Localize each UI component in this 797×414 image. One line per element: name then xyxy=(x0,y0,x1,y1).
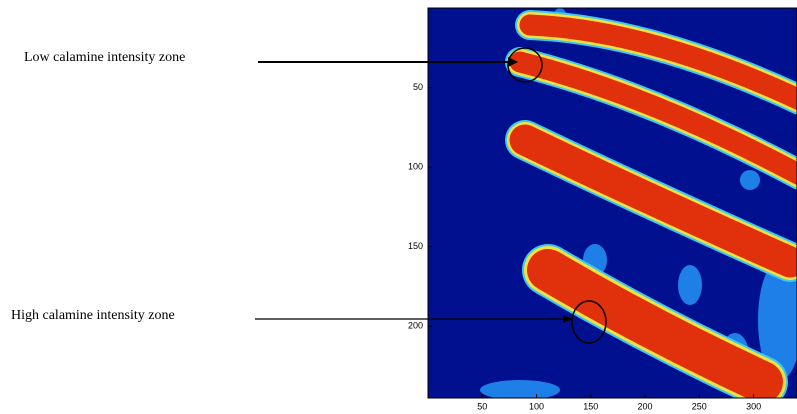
x-tick-label: 50 xyxy=(477,401,487,411)
intensity-image xyxy=(428,8,797,400)
x-tick-label: 200 xyxy=(638,401,653,411)
y-tick-label: 50 xyxy=(413,82,423,92)
annotation: High calamine intensity zone xyxy=(11,308,175,323)
y-tick-label: 100 xyxy=(408,162,423,172)
y-tick-label: 150 xyxy=(408,241,423,251)
x-tick-label: 250 xyxy=(692,401,707,411)
figure: Low calamine intensity zone High calamin… xyxy=(0,0,797,414)
y-tick-label: 200 xyxy=(408,321,423,331)
x-tick-label: 300 xyxy=(746,401,761,411)
x-tick-label: 100 xyxy=(529,401,544,411)
x-tick-label: 150 xyxy=(583,401,598,411)
annotation: Low calamine intensity zone xyxy=(24,50,185,65)
